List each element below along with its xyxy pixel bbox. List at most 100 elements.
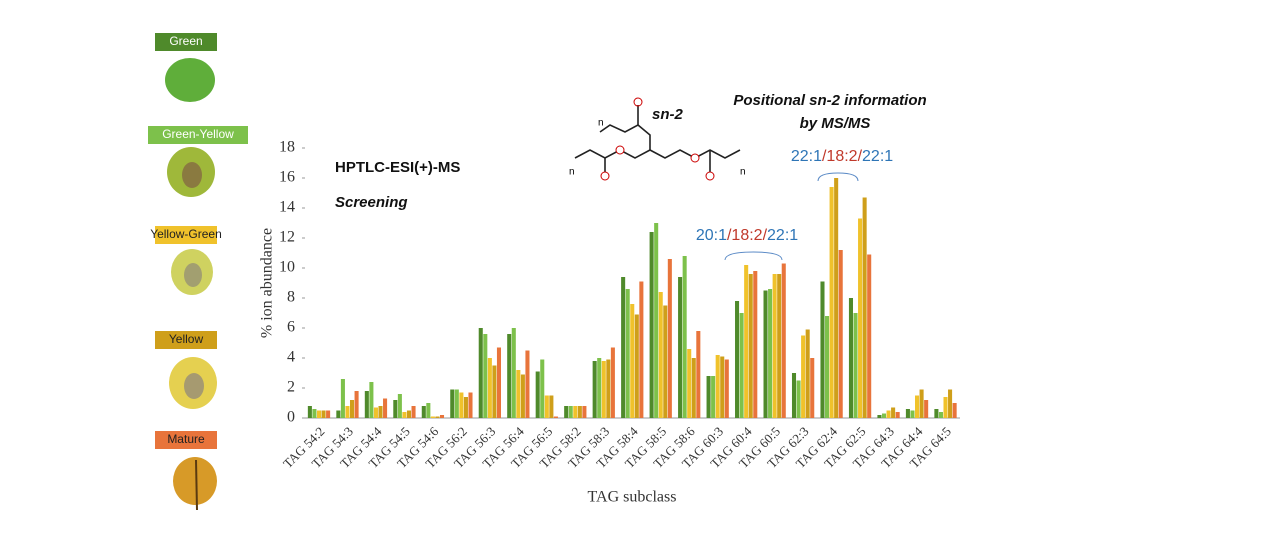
bar xyxy=(316,410,322,418)
bar xyxy=(378,406,383,418)
y-tick-label: 8 xyxy=(287,289,295,306)
bar xyxy=(492,365,497,418)
bar xyxy=(577,406,582,418)
isomer-part: 22:1 xyxy=(767,227,798,244)
y-tick-label: 12 xyxy=(279,229,295,246)
bar xyxy=(910,410,915,418)
bar xyxy=(848,298,853,418)
bar xyxy=(649,232,654,418)
bar xyxy=(768,289,773,418)
n-label: n xyxy=(598,118,604,129)
bar xyxy=(606,359,611,418)
bar xyxy=(639,281,644,418)
legend-item: Green-Yellow xyxy=(148,126,248,144)
bar xyxy=(397,394,402,418)
bar xyxy=(568,406,573,418)
n-label: n xyxy=(569,167,575,178)
legend-label: Mature xyxy=(167,432,205,446)
legend-swatch xyxy=(155,431,217,449)
bar xyxy=(326,410,331,418)
bar xyxy=(763,290,768,418)
y-tick-label: 14 xyxy=(279,199,295,216)
bar xyxy=(886,410,891,418)
bar xyxy=(924,400,929,418)
bar xyxy=(715,355,720,418)
bar xyxy=(516,370,521,418)
y-tick-label: 18 xyxy=(279,139,295,156)
bar xyxy=(654,223,659,418)
bar xyxy=(540,359,545,418)
bar xyxy=(307,406,312,418)
bar xyxy=(706,376,711,418)
bar xyxy=(393,400,398,418)
legend-swatch xyxy=(155,331,217,349)
bar xyxy=(867,254,872,418)
legend-item: Yellow-Green xyxy=(150,226,222,244)
bar xyxy=(862,197,867,418)
bar xyxy=(340,379,345,418)
bar xyxy=(796,380,801,418)
y-tick-label: 4 xyxy=(287,349,295,366)
legend-swatch xyxy=(155,33,217,51)
bar xyxy=(597,358,602,418)
bar xyxy=(411,406,416,418)
structure xyxy=(574,97,741,181)
bar xyxy=(891,407,896,418)
bar xyxy=(507,334,512,418)
bar xyxy=(834,178,839,418)
legend-label: Green xyxy=(169,34,202,48)
bar xyxy=(777,274,782,418)
bar xyxy=(610,347,615,418)
bar xyxy=(450,389,455,418)
bar xyxy=(810,358,815,418)
legend-label: Yellow xyxy=(169,332,204,346)
isomer-label: 22:1/18:2/22:1 xyxy=(791,148,893,165)
bar xyxy=(421,406,426,418)
bar xyxy=(525,350,530,418)
sn2-label: sn-2 xyxy=(652,106,684,123)
y-tick-label: 10 xyxy=(279,259,295,276)
bar xyxy=(711,376,716,418)
legend-item: Green xyxy=(155,33,217,51)
y-tick-label: 16 xyxy=(279,169,295,186)
isomer-label: 20:1/18:2/22:1 xyxy=(696,227,798,244)
bar xyxy=(369,382,374,418)
legend-item: Mature xyxy=(155,431,217,449)
positional-label: Positional sn-2 information xyxy=(733,92,926,109)
bar xyxy=(952,403,957,418)
bar xyxy=(820,281,825,418)
bar xyxy=(478,328,483,418)
bar xyxy=(805,329,810,418)
leaf-icons xyxy=(165,58,217,511)
bar xyxy=(511,328,516,418)
bar xyxy=(354,391,359,418)
bar xyxy=(791,373,797,418)
bar xyxy=(934,409,939,418)
bar xyxy=(938,412,943,418)
bar xyxy=(573,406,578,418)
y-tick-label: 0 xyxy=(287,409,295,426)
positional-label: by MS/MS xyxy=(800,115,871,132)
bar xyxy=(468,392,473,418)
bar xyxy=(544,395,549,418)
bar xyxy=(383,398,388,418)
bar xyxy=(853,313,858,418)
isomer-part: 20:1 xyxy=(696,227,727,244)
bar xyxy=(881,413,887,418)
bar xyxy=(454,389,459,418)
y-tick-label: 6 xyxy=(287,319,295,336)
bar xyxy=(877,415,882,418)
bar xyxy=(364,391,369,418)
bar xyxy=(549,395,554,418)
legend-item: Yellow xyxy=(155,331,217,349)
bar xyxy=(373,407,378,418)
legend-swatch xyxy=(155,226,217,244)
bar xyxy=(459,392,464,418)
bar xyxy=(345,406,350,418)
bar xyxy=(858,218,863,418)
isomer-part: /18:2/ xyxy=(727,227,768,244)
bar xyxy=(439,415,445,418)
bar xyxy=(682,256,687,418)
bar xyxy=(582,406,587,418)
